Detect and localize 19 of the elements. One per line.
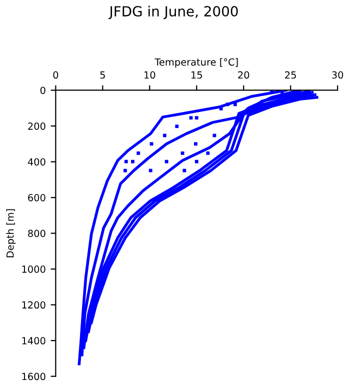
y-tick-label: 0	[40, 86, 46, 94]
y-tick-label: 1400	[22, 337, 46, 344]
y-tick-label: 1200	[22, 301, 46, 309]
x-axis-title: Temperature [°C]	[154, 58, 238, 68]
x-tick-label: 25	[285, 71, 296, 79]
x-tick-label: 15	[192, 71, 202, 79]
y-tick-label: 800	[28, 230, 46, 238]
chart-title: JFDG in June, 2000	[108, 6, 238, 20]
x-tick-label: 0	[53, 71, 58, 79]
y-tick-label: 1000	[22, 266, 46, 273]
y-tick-label: 400	[28, 158, 46, 166]
y-axis-title: Depth [m]	[6, 209, 16, 258]
x-tick-label: 5	[100, 71, 105, 79]
y-tick-label: 1600	[22, 372, 46, 380]
x-tick-label: 10	[144, 71, 156, 79]
x-tick-label: 20	[238, 71, 250, 79]
y-tick-label: 200	[28, 122, 46, 130]
x-tick-label: 30	[332, 71, 344, 79]
y-tick-label: 600	[28, 194, 46, 202]
